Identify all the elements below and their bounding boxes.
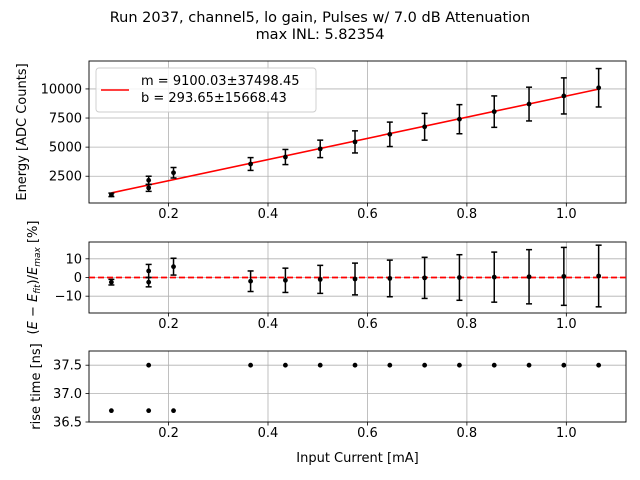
- data-point: [561, 93, 567, 99]
- data-point: [387, 276, 393, 281]
- data-point: [526, 101, 532, 107]
- data-point: [457, 362, 462, 368]
- data-point: [561, 273, 567, 279]
- data-point: [596, 85, 602, 91]
- y-tick-label: 2500: [49, 170, 82, 185]
- x-tick-label: 0.2: [158, 207, 179, 222]
- data-point: [146, 408, 152, 414]
- x-tick-label: 0.8: [457, 426, 478, 441]
- data-point: [317, 276, 323, 282]
- data-point: [108, 408, 114, 414]
- risetime-panel: 0.2 0.4 0.6 0.8 1.0 36.5 37.0 37.5 rise time [ns…: [29, 343, 627, 466]
- data-point: [457, 275, 462, 280]
- x-tick-label: 0.6: [357, 207, 378, 222]
- data-point: [248, 362, 253, 368]
- x-tick-label: 1.0: [556, 317, 577, 332]
- legend-box: [95, 67, 317, 113]
- x-tick-label: 0.2: [158, 317, 179, 332]
- data-point: [146, 362, 152, 368]
- x-tick-label: 0.6: [357, 426, 378, 441]
- data-point: [561, 362, 567, 368]
- x-tick-label: 0.8: [457, 207, 478, 222]
- data-point: [491, 274, 497, 280]
- data-point: [108, 192, 114, 198]
- x-tick-label: 0.4: [258, 207, 279, 222]
- data-point: [146, 268, 152, 274]
- y-axis-label: rise time [ns]: [29, 343, 44, 430]
- data-point: [387, 362, 393, 368]
- data-point: [352, 139, 358, 145]
- x-axis-label: Input Current [mA]: [296, 451, 418, 466]
- y-tick-label: 0: [74, 271, 82, 286]
- x-tick-label: 0.8: [457, 317, 478, 332]
- data-point: [387, 131, 393, 137]
- data-point: [171, 264, 176, 270]
- y-tick-label: 7500: [49, 112, 82, 127]
- data-point: [596, 362, 602, 368]
- y-tick-label: −10: [55, 290, 82, 305]
- chart-panels: 0.2 0.4 0.6 0.8 1.0 2500 5000 7500 10000 Energy […: [15, 60, 627, 466]
- figure-subtitle: max INL: 5.82354: [256, 27, 385, 43]
- residual-panel: 0.2 0.4 0.6 0.8 1.0 −10 0 10 (E − Efit)/Emax [%]: [26, 221, 627, 335]
- y-axis-label: (E − Efit)/Emax [%]: [26, 221, 43, 335]
- legend-entry: m = 9100.03±37498.45: [141, 74, 300, 89]
- legend-entry: b = 293.65±15668.43: [141, 91, 287, 106]
- figure-title: Run 2037, channel5, lo gain, Pulses w/ 7…: [110, 10, 531, 26]
- data-point: [457, 116, 462, 122]
- data-point: [248, 161, 253, 167]
- data-point: [352, 276, 358, 282]
- x-tick-label: 0.6: [357, 317, 378, 332]
- axes-frame: [88, 60, 627, 204]
- data-point: [146, 185, 152, 191]
- axes-frame: [88, 350, 627, 423]
- data-point: [146, 279, 152, 285]
- data-point: [526, 274, 532, 280]
- legend: m = 9100.03±37498.45 b = 293.65±15668.43: [95, 67, 317, 113]
- data-point: [317, 146, 323, 152]
- data-point: [422, 275, 428, 281]
- x-tick-label: 1.0: [556, 426, 577, 441]
- data-point: [422, 124, 428, 130]
- y-tick-label: 10000: [41, 82, 82, 97]
- data-point: [526, 362, 532, 368]
- y-tick-label: 5000: [49, 141, 82, 156]
- y-tick-label: 37.5: [53, 359, 82, 374]
- data-point: [283, 277, 288, 283]
- data-point: [146, 177, 152, 183]
- x-tick-label: 0.2: [158, 426, 179, 441]
- data-point: [283, 362, 288, 368]
- x-tick-label: 0.4: [258, 426, 279, 441]
- x-tick-label: 1.0: [556, 207, 577, 222]
- y-tick-label: 37.0: [53, 387, 82, 402]
- x-tick-label: 0.4: [258, 317, 279, 332]
- data-point: [422, 362, 428, 368]
- data-point: [248, 278, 253, 284]
- energy-panel: 0.2 0.4 0.6 0.8 1.0 2500 5000 7500 10000 Energy […: [15, 60, 627, 222]
- y-tick-label: 36.5: [53, 416, 82, 431]
- y-axis-label: Energy [ADC Counts]: [15, 63, 30, 200]
- data-point: [491, 109, 497, 115]
- data-point: [491, 362, 497, 368]
- data-point: [171, 170, 176, 176]
- y-tick-label: 10: [65, 252, 82, 267]
- data-point: [171, 408, 176, 414]
- data-point: [352, 362, 358, 368]
- data-point: [596, 273, 602, 279]
- data-point: [108, 279, 114, 285]
- data-point: [283, 154, 288, 160]
- data-point: [317, 362, 323, 368]
